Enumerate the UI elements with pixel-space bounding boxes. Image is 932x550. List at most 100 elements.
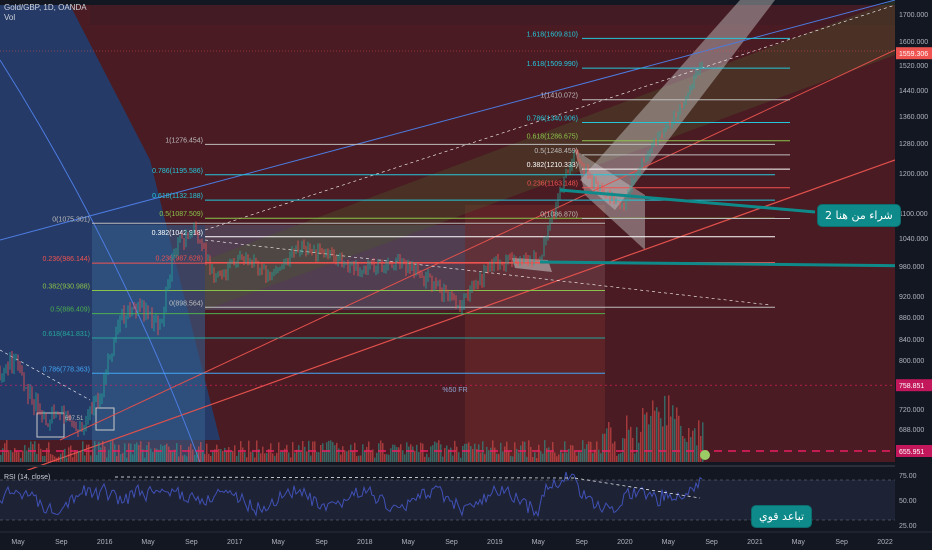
- volume-bar: [612, 443, 614, 462]
- volume-bar: [604, 433, 606, 462]
- time-tick-label: May: [141, 539, 155, 546]
- volume-bar: [398, 447, 400, 462]
- volume-bar: [238, 451, 240, 462]
- volume-bar: [36, 454, 38, 462]
- volume-bar: [362, 444, 364, 462]
- volume-bar: [608, 422, 610, 462]
- volume-bar: [16, 450, 18, 462]
- volume-bar: [468, 442, 470, 462]
- volume-bar: [24, 444, 26, 462]
- trend-line-blue: [0, 0, 896, 241]
- volume-bar: [594, 449, 596, 462]
- volume-bar: [374, 457, 376, 462]
- volume-bar: [660, 418, 662, 462]
- volume-bar: [674, 418, 676, 462]
- volume-bar: [598, 449, 600, 462]
- volume-bar: [528, 440, 530, 462]
- volume-bar: [444, 448, 446, 462]
- volume-bar: [560, 449, 562, 462]
- volume-bar: [258, 449, 260, 462]
- volume-bar: [426, 453, 428, 462]
- volume-bar: [234, 445, 236, 462]
- volume-bar: [42, 455, 44, 462]
- volume-bar: [180, 445, 182, 462]
- volume-bar: [124, 443, 126, 462]
- volume-bar: [298, 445, 300, 462]
- fib-label: 0.382(1042.918): [152, 230, 203, 237]
- volume-bar: [506, 441, 508, 462]
- volume-bar: [26, 450, 28, 462]
- volume-bar: [322, 443, 324, 462]
- volume-bar: [448, 449, 450, 462]
- volume-bar: [694, 428, 696, 462]
- last-price-badge-bg: [896, 47, 932, 60]
- volume-bar: [584, 448, 586, 462]
- volume-bar: [432, 445, 434, 462]
- volume-bar: [558, 454, 560, 462]
- volume-bar: [350, 444, 352, 462]
- rsi-tick-label: 50.00: [899, 498, 917, 505]
- volume-bar: [146, 445, 148, 462]
- price-tick-label: 1100.000: [899, 211, 928, 218]
- volume-bar: [210, 455, 212, 462]
- volume-bar: [456, 446, 458, 462]
- volume-bar: [156, 448, 158, 462]
- volume-bar: [688, 428, 690, 462]
- volume-bar: [254, 457, 256, 462]
- volume-bar: [536, 457, 538, 462]
- volume-bar: [170, 451, 172, 462]
- volume-bar: [402, 450, 404, 462]
- fib-label: 1.618(1509.990): [527, 61, 578, 68]
- volume-bar: [72, 457, 74, 462]
- level-badge-655: 655.951: [899, 449, 924, 456]
- volume-bar: [224, 447, 226, 462]
- volume-bar: [82, 441, 84, 462]
- volume-bar: [546, 448, 548, 462]
- price-tick-label: 1520.000: [899, 63, 928, 70]
- volume-bar: [650, 415, 652, 462]
- volume-bar: [48, 442, 50, 462]
- volume-bar: [76, 453, 78, 462]
- time-tick-label: May: [662, 539, 676, 546]
- rsi-line: [0, 471, 703, 518]
- volume-bar: [326, 442, 328, 462]
- volume-bar: [586, 444, 588, 462]
- volume-bar: [268, 449, 270, 462]
- volume-bar: [488, 450, 490, 462]
- volume-bar: [414, 450, 416, 462]
- volume-bar: [442, 456, 444, 462]
- volume-bar: [304, 446, 306, 462]
- volume-bar: [628, 429, 630, 462]
- volume-bar: [106, 457, 108, 462]
- volume-bar: [300, 451, 302, 462]
- volume-bar: [122, 453, 124, 462]
- volume-bar: [534, 452, 536, 462]
- green-channel: [205, 0, 895, 310]
- upper-shade: [90, 5, 895, 25]
- volume-bar: [610, 427, 612, 462]
- signal-dot: [700, 450, 710, 460]
- volume-bar: [656, 407, 658, 462]
- volume-bar: [682, 435, 684, 462]
- volume-bar: [626, 415, 628, 462]
- volume-bar: [20, 457, 22, 462]
- arc-line: [0, 59, 201, 463]
- volume-bar: [150, 448, 152, 462]
- volume-bar: [618, 453, 620, 462]
- volume-bar: [424, 456, 426, 462]
- volume-bar: [638, 442, 640, 462]
- volume-bar: [422, 443, 424, 462]
- volume-bar: [348, 450, 350, 462]
- volume-bar: [480, 452, 482, 462]
- volume-bar: [540, 451, 542, 462]
- volume-bar: [280, 451, 282, 462]
- volume-bar: [428, 457, 430, 462]
- volume-bar: [632, 437, 634, 462]
- volume-bar: [570, 445, 572, 462]
- volume-bar: [366, 446, 368, 462]
- volume-bar: [592, 453, 594, 462]
- volume-bar: [476, 449, 478, 462]
- volume-bar: [228, 447, 230, 462]
- volume-bar: [434, 441, 436, 462]
